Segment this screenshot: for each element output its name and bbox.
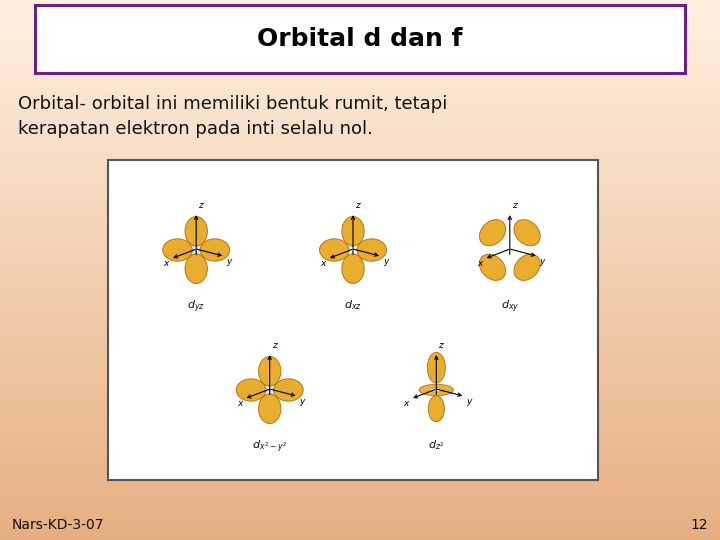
Text: x: x bbox=[320, 259, 325, 268]
Ellipse shape bbox=[236, 379, 266, 401]
Text: y: y bbox=[540, 257, 545, 266]
Text: $d_{xy}$: $d_{xy}$ bbox=[500, 299, 519, 315]
Text: Nars-KD-3-07: Nars-KD-3-07 bbox=[12, 518, 104, 532]
Text: 12: 12 bbox=[690, 518, 708, 532]
Ellipse shape bbox=[163, 239, 192, 261]
Text: y: y bbox=[383, 257, 388, 266]
Ellipse shape bbox=[357, 239, 387, 261]
Text: z: z bbox=[355, 201, 360, 211]
Text: x: x bbox=[404, 400, 409, 408]
Text: x: x bbox=[237, 400, 243, 408]
Ellipse shape bbox=[480, 220, 505, 246]
Ellipse shape bbox=[429, 388, 443, 392]
Text: $d_{z^2}$: $d_{z^2}$ bbox=[428, 438, 444, 453]
Text: y: y bbox=[300, 397, 305, 406]
Bar bbox=[108, 160, 598, 480]
Text: Orbital- orbital ini memiliki bentuk rumit, tetapi: Orbital- orbital ini memiliki bentuk rum… bbox=[18, 95, 447, 113]
Ellipse shape bbox=[185, 217, 207, 246]
Polygon shape bbox=[164, 245, 228, 255]
Text: y: y bbox=[226, 257, 231, 266]
Text: z: z bbox=[512, 201, 516, 211]
Text: $d_{yz}$: $d_{yz}$ bbox=[187, 299, 205, 315]
Text: Orbital d dan f: Orbital d dan f bbox=[257, 27, 463, 51]
Text: x: x bbox=[477, 259, 482, 268]
Ellipse shape bbox=[419, 384, 454, 396]
Ellipse shape bbox=[200, 239, 230, 261]
Ellipse shape bbox=[480, 254, 505, 280]
Ellipse shape bbox=[342, 254, 364, 284]
Polygon shape bbox=[238, 384, 302, 395]
Text: z: z bbox=[271, 341, 276, 350]
Ellipse shape bbox=[427, 353, 445, 383]
Text: z: z bbox=[438, 341, 443, 350]
Ellipse shape bbox=[258, 356, 281, 386]
Text: z: z bbox=[198, 201, 203, 211]
Text: kerapatan elektron pada inti selalu nol.: kerapatan elektron pada inti selalu nol. bbox=[18, 120, 373, 138]
Text: $d_{xz}$: $d_{xz}$ bbox=[344, 299, 362, 313]
Ellipse shape bbox=[514, 220, 540, 246]
Ellipse shape bbox=[342, 217, 364, 246]
Ellipse shape bbox=[185, 254, 207, 284]
Ellipse shape bbox=[274, 379, 303, 401]
Text: $d_{x^2-y^2}$: $d_{x^2-y^2}$ bbox=[252, 438, 287, 455]
Ellipse shape bbox=[514, 254, 540, 280]
Text: x: x bbox=[163, 259, 168, 268]
Ellipse shape bbox=[258, 394, 281, 423]
Bar bbox=[35, 5, 685, 73]
Ellipse shape bbox=[428, 396, 444, 422]
Text: y: y bbox=[466, 397, 472, 406]
Ellipse shape bbox=[320, 239, 349, 261]
